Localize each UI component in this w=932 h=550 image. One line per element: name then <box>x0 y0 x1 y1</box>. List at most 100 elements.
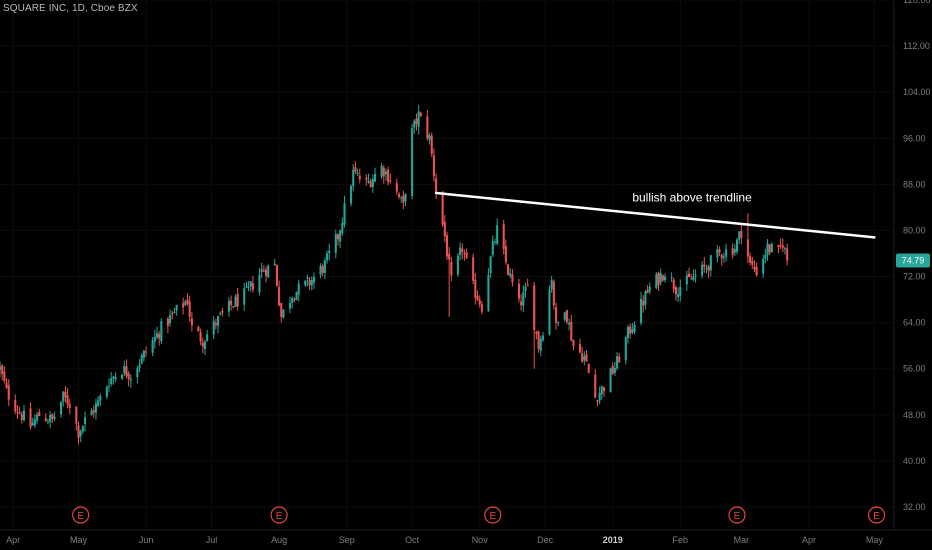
candle-body <box>411 128 414 197</box>
last-price-label: 74.79 <box>902 255 925 265</box>
candle-body <box>707 266 710 272</box>
time-tick-label: Apr <box>6 535 20 545</box>
candle-body <box>326 253 329 261</box>
price-tick-label: 88.00 <box>903 179 926 189</box>
earnings-marker-icon <box>867 506 886 524</box>
candle-body <box>435 178 438 193</box>
candle-body <box>295 292 298 301</box>
candle-body <box>123 366 126 374</box>
candle-body <box>594 374 597 398</box>
candle-body <box>450 261 453 276</box>
candle-body <box>249 281 252 287</box>
candle-body <box>779 245 782 247</box>
candle-body <box>121 374 124 379</box>
candle-body <box>755 266 758 276</box>
candle-body <box>230 300 233 305</box>
candle-body <box>694 274 697 276</box>
candle-body <box>646 290 649 294</box>
candle-body <box>184 301 187 306</box>
candle-body <box>554 307 558 323</box>
candle-body <box>53 416 56 419</box>
candle-body <box>585 353 588 362</box>
candle-body <box>731 248 734 256</box>
candle-body <box>84 417 87 424</box>
candle-body <box>142 350 145 358</box>
candle-body <box>14 399 17 412</box>
candle-body <box>633 324 636 332</box>
candle-body <box>674 287 677 295</box>
candle-body <box>539 338 542 351</box>
earnings-marker-label: E <box>873 511 880 522</box>
time-axis[interactable]: Apr May Jun Jul Aug Sep Oct Nov Dec 2019 Feb Mar Apr… <box>6 535 883 545</box>
candle-body <box>166 318 169 326</box>
time-tick-label: Aug <box>271 535 287 545</box>
price-tick-label: 64.00 <box>903 318 926 328</box>
candle-body <box>374 173 377 182</box>
candle-body <box>354 167 357 172</box>
candle-body <box>511 274 514 283</box>
candle-body <box>563 312 566 320</box>
candle-body <box>764 254 767 259</box>
candles-layer <box>0 104 789 445</box>
candle-body <box>770 243 773 253</box>
candle-body <box>430 135 433 155</box>
candle-body <box>504 246 507 263</box>
candle-body <box>587 363 590 373</box>
candle-body <box>766 243 769 256</box>
candle-body <box>768 244 771 253</box>
candle-body <box>541 335 544 341</box>
candle-body <box>677 294 680 298</box>
candle-body <box>125 366 128 376</box>
candle-body <box>489 256 492 274</box>
time-tick-label: Dec <box>537 535 554 545</box>
candle-body <box>509 273 512 276</box>
price-tick-label: 96.00 <box>903 133 926 143</box>
candle-body <box>341 223 344 234</box>
candle-body <box>136 368 139 378</box>
candle-body <box>565 310 568 323</box>
candle-body <box>66 395 69 405</box>
candle-body <box>49 415 52 422</box>
annotation-text: bullish above trendline <box>632 191 752 205</box>
candle-body <box>583 356 586 361</box>
candle-body <box>31 422 34 426</box>
candle-body <box>659 273 662 283</box>
candle-body <box>36 414 39 421</box>
candle-body <box>275 265 278 286</box>
candle-body <box>308 279 311 286</box>
candle-body <box>507 264 510 275</box>
candle-body <box>380 165 383 177</box>
candle-body <box>419 112 422 116</box>
candle-body <box>16 412 19 414</box>
candle-body <box>129 378 132 381</box>
price-axis[interactable]: 32.00 40.00 48.00 56.00 64.00 72.00 80.00 88.00… <box>896 0 931 512</box>
candle-body <box>722 256 725 258</box>
candle-body <box>657 272 660 286</box>
candle-body <box>459 247 462 256</box>
candle-body <box>701 264 704 276</box>
candle-body <box>350 186 353 204</box>
candle-body <box>153 336 156 342</box>
candle-body <box>264 269 268 276</box>
candle-body <box>114 376 117 380</box>
candle-body <box>291 298 294 304</box>
candle-body <box>526 285 529 287</box>
candle-body <box>251 283 254 290</box>
candle-body <box>616 356 619 369</box>
candle-body <box>29 408 32 428</box>
time-tick-label: May <box>70 535 88 545</box>
candle-body <box>476 296 479 301</box>
candle-body <box>334 234 337 253</box>
candle-body <box>186 299 189 304</box>
candle-body <box>716 249 719 258</box>
candle-body <box>465 252 468 258</box>
candle-body <box>203 341 207 350</box>
candle-body <box>417 111 420 127</box>
candle-body <box>127 373 130 380</box>
time-tick-label: Jun <box>139 535 154 545</box>
candle-body <box>705 267 708 269</box>
candle-body <box>740 231 743 238</box>
candle-body <box>611 365 614 374</box>
candle-body <box>288 302 292 309</box>
